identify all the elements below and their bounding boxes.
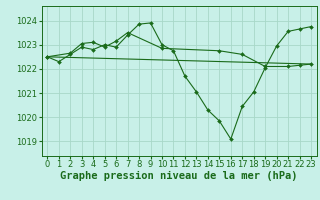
X-axis label: Graphe pression niveau de la mer (hPa): Graphe pression niveau de la mer (hPa) <box>60 171 298 181</box>
